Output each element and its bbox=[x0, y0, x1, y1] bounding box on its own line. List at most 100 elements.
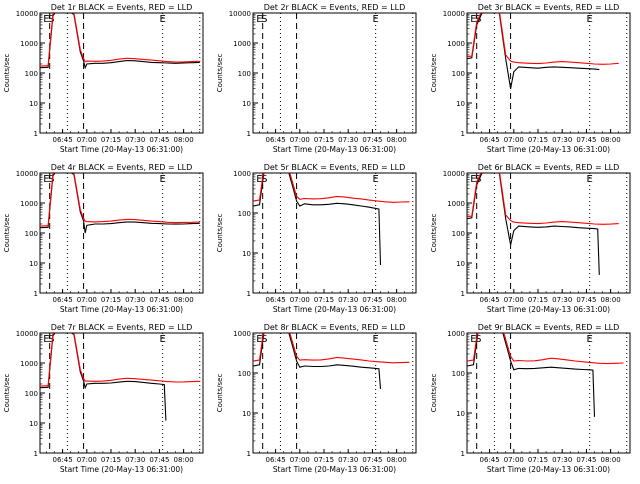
event-marker-label: E bbox=[470, 334, 476, 345]
chart-svg-5: Det 5r BLACK = Events, RED = LLD 1 10 100 10… bbox=[216, 163, 417, 314]
y-tick-label: 100 bbox=[238, 70, 251, 78]
chart-panel-3: Det 3r BLACK = Events, RED = LLD 1 10 100 10… bbox=[427, 0, 640, 160]
event-marker-label: E bbox=[159, 174, 165, 185]
series-lld bbox=[40, 173, 200, 227]
chart-panel-9: Det 9r BLACK = Events, RED = LLD 1 10 100 10… bbox=[427, 320, 640, 480]
x-tick-label: 07:45 bbox=[576, 296, 596, 304]
event-marker-label: E bbox=[256, 334, 262, 345]
y-tick-label: 10 bbox=[456, 410, 465, 418]
plot-frame bbox=[466, 332, 631, 454]
event-marker-label: E bbox=[256, 174, 262, 185]
x-tick-label: 07:15 bbox=[528, 456, 548, 464]
y-tick-label: 10000 bbox=[16, 330, 38, 338]
y-tick-label: 1 bbox=[461, 290, 465, 298]
y-tick-label: 100 bbox=[452, 370, 465, 378]
chart-panel-5: Det 5r BLACK = Events, RED = LLD 1 10 100 10… bbox=[213, 160, 426, 320]
x-tick-label: 06:45 bbox=[266, 456, 286, 464]
x-tick-label: 08:00 bbox=[174, 296, 194, 304]
x-tick-label: 08:00 bbox=[174, 136, 194, 144]
event-marker-label: S bbox=[48, 174, 54, 185]
y-axis-label: Counts/sec bbox=[3, 214, 11, 253]
x-tick-label: 06:45 bbox=[53, 456, 73, 464]
plot-frame bbox=[39, 12, 204, 134]
x-axis-label: Start Time (20-May-13 06:31:00) bbox=[273, 465, 396, 474]
chart-svg-7: Det 7r BLACK = Events, RED = LLD 1 10 100 10… bbox=[3, 323, 204, 474]
event-marker-label: E bbox=[43, 174, 49, 185]
y-tick-label: 1000 bbox=[20, 360, 38, 368]
series-lld bbox=[253, 333, 410, 364]
y-tick-label: 1 bbox=[34, 450, 38, 458]
y-tick-label: 10000 bbox=[229, 10, 251, 18]
series-lld bbox=[40, 333, 200, 387]
chart-svg-2: Det 2r BLACK = Events, RED = LLD 1 10 100 10… bbox=[216, 3, 417, 154]
y-tick-label: 100 bbox=[25, 230, 38, 238]
x-tick-label: 07:00 bbox=[290, 136, 310, 144]
y-tick-label: 10000 bbox=[443, 170, 465, 178]
y-tick-label: 1000 bbox=[447, 40, 465, 48]
x-tick-label: 08:00 bbox=[387, 136, 407, 144]
x-tick-label: 07:00 bbox=[504, 456, 524, 464]
event-marker-label: E bbox=[159, 14, 165, 25]
plot-frame bbox=[39, 172, 204, 294]
chart-panel-6: Det 6r BLACK = Events, RED = LLD 1 10 100 10… bbox=[427, 160, 640, 320]
x-axis-label: Start Time (20-May-13 06:31:00) bbox=[273, 305, 396, 314]
x-tick-label: 07:15 bbox=[528, 136, 548, 144]
x-tick-label: 06:45 bbox=[266, 296, 286, 304]
x-tick-label: 07:45 bbox=[149, 136, 169, 144]
x-tick-label: 07:45 bbox=[576, 456, 596, 464]
x-tick-label: 07:15 bbox=[101, 456, 121, 464]
plot-frame bbox=[252, 332, 417, 454]
x-tick-label: 06:45 bbox=[53, 136, 73, 144]
y-tick-label: 10 bbox=[242, 410, 251, 418]
y-tick-label: 1 bbox=[247, 290, 251, 298]
chart-title: Det 4r BLACK = Events, RED = LLD bbox=[51, 163, 193, 172]
event-marker-label: E bbox=[586, 174, 592, 185]
x-tick-label: 07:00 bbox=[290, 456, 310, 464]
series-events bbox=[253, 333, 382, 389]
chart-panel-1: Det 1r BLACK = Events, RED = LLD 1 10 100 10… bbox=[0, 0, 213, 160]
chart-panel-8: Det 8r BLACK = Events, RED = LLD 1 10 100 10… bbox=[213, 320, 426, 480]
plot-frame bbox=[252, 12, 417, 134]
y-tick-label: 1000 bbox=[233, 40, 251, 48]
x-tick-label: 06:45 bbox=[266, 136, 286, 144]
chart-title: Det 2r BLACK = Events, RED = LLD bbox=[264, 3, 406, 12]
x-tick-label: 07:00 bbox=[504, 136, 524, 144]
y-tick-label: 100 bbox=[25, 390, 38, 398]
x-tick-label: 08:00 bbox=[387, 456, 407, 464]
x-tick-label: 07:15 bbox=[101, 296, 121, 304]
x-tick-label: 07:30 bbox=[552, 296, 572, 304]
x-tick-label: 07:30 bbox=[125, 296, 145, 304]
series-events bbox=[40, 333, 167, 421]
x-tick-label: 08:00 bbox=[601, 456, 621, 464]
y-tick-label: 1000 bbox=[447, 200, 465, 208]
event-marker-label: E bbox=[43, 14, 49, 25]
event-marker-label: E bbox=[372, 14, 378, 25]
y-tick-label: 1000 bbox=[233, 170, 251, 178]
x-tick-label: 07:15 bbox=[528, 296, 548, 304]
y-tick-label: 100 bbox=[238, 370, 251, 378]
chart-title: Det 5r BLACK = Events, RED = LLD bbox=[264, 163, 406, 172]
y-tick-label: 1 bbox=[247, 450, 251, 458]
event-marker-label: S bbox=[475, 334, 481, 345]
chart-title: Det 3r BLACK = Events, RED = LLD bbox=[478, 3, 620, 12]
y-tick-label: 10 bbox=[456, 260, 465, 268]
x-tick-label: 07:45 bbox=[362, 136, 382, 144]
x-tick-label: 07:45 bbox=[576, 136, 596, 144]
y-tick-label: 1000 bbox=[20, 200, 38, 208]
y-tick-label: 1000 bbox=[20, 40, 38, 48]
event-marker-label: E bbox=[256, 14, 262, 25]
chart-svg-6: Det 6r BLACK = Events, RED = LLD 1 10 100 10… bbox=[430, 163, 631, 314]
x-tick-label: 06:45 bbox=[480, 456, 500, 464]
series-lld bbox=[467, 13, 619, 65]
event-marker-label: S bbox=[261, 14, 267, 25]
y-tick-label: 10 bbox=[242, 250, 251, 258]
series-events bbox=[40, 173, 200, 234]
y-tick-label: 1 bbox=[461, 450, 465, 458]
y-axis-label: Counts/sec bbox=[3, 54, 11, 93]
x-tick-label: 07:30 bbox=[552, 456, 572, 464]
plot-frame bbox=[466, 172, 631, 294]
plot-frame bbox=[252, 172, 417, 294]
event-marker-label: S bbox=[261, 174, 267, 185]
y-axis-label: Counts/sec bbox=[216, 214, 224, 253]
y-axis-label: Counts/sec bbox=[430, 214, 438, 253]
